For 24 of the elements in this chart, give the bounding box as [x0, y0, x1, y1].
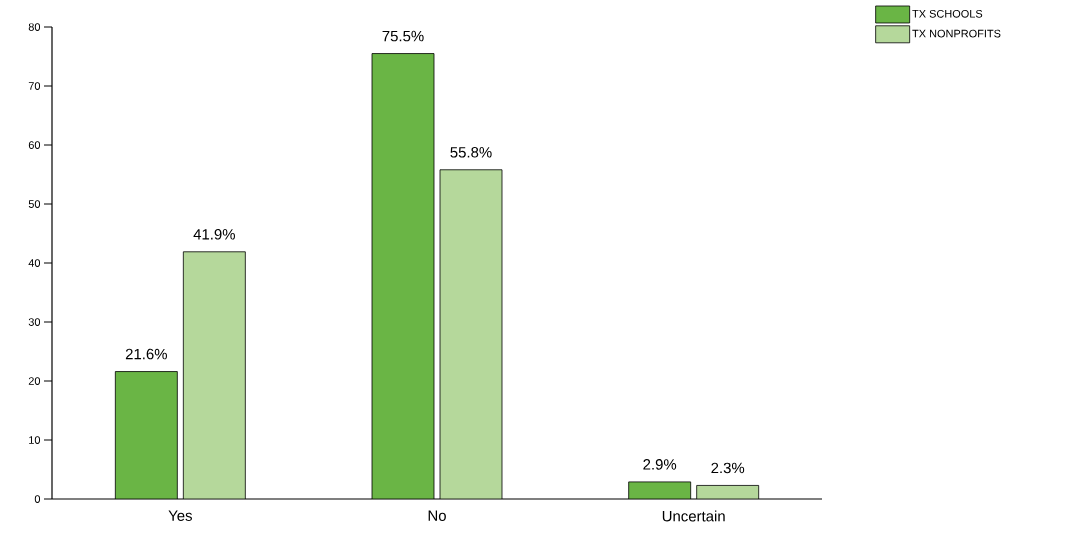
x-tick-label: No: [428, 510, 446, 521]
y-tick-label: 0: [34, 495, 41, 503]
y-tick-label: 60: [28, 141, 41, 149]
y-tick-label: 50: [28, 200, 41, 208]
y-tick-label: 70: [28, 82, 41, 90]
legend-label: TX NONPROFITS: [912, 29, 1001, 38]
bar: [440, 169, 502, 499]
bar: [183, 251, 246, 499]
bar: [115, 371, 178, 499]
data-label: 2.9%: [643, 459, 677, 470]
data-label: 41.9%: [193, 229, 235, 240]
y-tick-label: 40: [28, 259, 41, 267]
y-tick-label: 20: [28, 377, 41, 385]
y-tick-label: 10: [29, 436, 41, 444]
x-tick-label: Uncertain: [662, 510, 725, 522]
data-label: 21.6%: [125, 348, 167, 360]
bar: [372, 53, 434, 499]
data-label: 55.8%: [450, 146, 492, 158]
x-tick-label: Yes: [168, 510, 192, 521]
legend-label: TX SCHOOLS: [912, 9, 983, 18]
y-tick-label: 80: [28, 23, 41, 31]
data-label: 75.5%: [382, 30, 424, 42]
data-label: 2.3%: [711, 462, 745, 474]
y-tick-label: 30: [28, 318, 41, 326]
